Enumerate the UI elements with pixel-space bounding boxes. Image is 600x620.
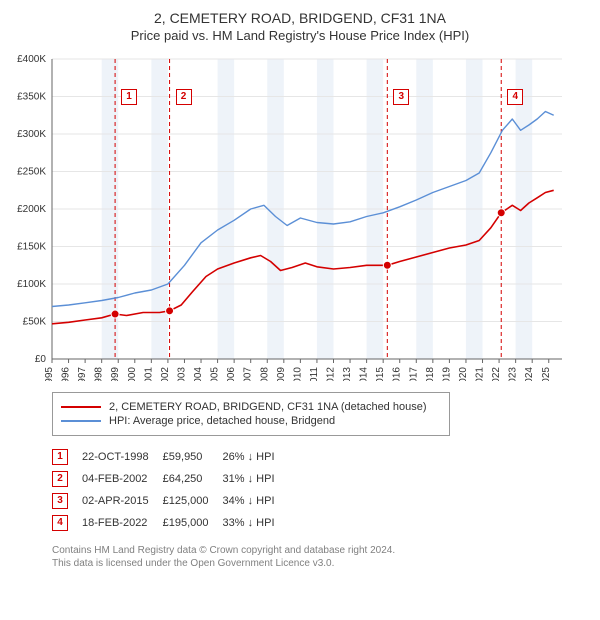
svg-text:2015: 2015 [375,367,386,381]
svg-text:1996: 1996 [61,367,72,381]
legend-row: 2, CEMETERY ROAD, BRIDGEND, CF31 1NA (de… [61,401,441,413]
svg-text:2022: 2022 [491,367,502,381]
sale-date: 22-OCT-1998 [82,446,163,468]
legend-label: HPI: Average price, detached house, Brid… [109,415,335,427]
svg-text:2019: 2019 [441,367,452,381]
svg-text:2003: 2003 [176,367,187,381]
legend-swatch [61,406,101,408]
svg-text:£50K: £50K [23,317,47,328]
svg-text:2016: 2016 [392,367,403,381]
sale-marker-4: 4 [507,89,523,105]
sale-marker-1: 1 [121,89,137,105]
svg-text:£300K: £300K [17,129,46,140]
svg-text:£150K: £150K [17,242,46,253]
legend-row: HPI: Average price, detached house, Brid… [61,415,441,427]
svg-text:2005: 2005 [210,367,221,381]
svg-text:2008: 2008 [259,367,270,381]
sale-marker-cell: 1 [52,446,82,468]
svg-text:2023: 2023 [508,367,519,381]
svg-text:£100K: £100K [17,279,46,290]
svg-text:2012: 2012 [325,367,336,381]
svg-text:£250K: £250K [17,167,46,178]
svg-text:2011: 2011 [309,367,320,381]
address-title: 2, CEMETERY ROAD, BRIDGEND, CF31 1NA [10,10,590,26]
svg-text:1995: 1995 [44,367,55,381]
svg-text:2025: 2025 [541,367,552,381]
legend-swatch [61,420,101,422]
svg-text:2000: 2000 [127,367,138,381]
sale-marker-cell: 4 [52,512,82,534]
svg-text:£0: £0 [35,354,47,365]
sale-marker-icon: 3 [52,493,68,509]
svg-text:2010: 2010 [292,367,303,381]
svg-text:2013: 2013 [342,367,353,381]
sale-row: 2 04-FEB-2002£64,25031% ↓ HPI [52,468,289,490]
svg-text:2017: 2017 [408,367,419,381]
sale-date: 02-APR-2015 [82,490,163,512]
sale-marker-3: 3 [393,89,409,105]
svg-text:2002: 2002 [160,367,171,381]
sale-row: 4 18-FEB-2022£195,00033% ↓ HPI [52,512,289,534]
sale-vs-hpi: 26% ↓ HPI [223,446,289,468]
chart-legend: 2, CEMETERY ROAD, BRIDGEND, CF31 1NA (de… [52,392,450,436]
sale-price: £59,950 [163,446,223,468]
sale-vs-hpi: 34% ↓ HPI [223,490,289,512]
sale-marker-2: 2 [176,89,192,105]
svg-text:£350K: £350K [17,92,46,103]
sale-marker-cell: 2 [52,468,82,490]
sale-price: £195,000 [163,512,223,534]
svg-text:£200K: £200K [17,204,46,215]
price-chart: £0 £50K £100K £150K £200K £250K £300K £350K £400… [10,51,570,381]
legend-label: 2, CEMETERY ROAD, BRIDGEND, CF31 1NA (de… [109,401,427,413]
svg-text:£400K: £400K [17,54,46,65]
svg-text:1999: 1999 [110,367,121,381]
svg-text:2007: 2007 [243,367,254,381]
svg-text:1997: 1997 [77,367,88,381]
sale-marker-icon: 4 [52,515,68,531]
svg-text:2024: 2024 [524,367,535,381]
chart-container: £0 £50K £100K £150K £200K £250K £300K £350K £400… [10,51,590,384]
sale-date: 04-FEB-2002 [82,468,163,490]
svg-text:2006: 2006 [226,367,237,381]
svg-text:1998: 1998 [94,367,105,381]
sale-vs-hpi: 33% ↓ HPI [223,512,289,534]
attribution-footer: Contains HM Land Registry data © Crown c… [52,544,590,570]
sale-row: 3 02-APR-2015£125,00034% ↓ HPI [52,490,289,512]
footer-line-1: Contains HM Land Registry data © Crown c… [52,544,590,557]
sale-price: £64,250 [163,468,223,490]
sale-price: £125,000 [163,490,223,512]
footer-line-2: This data is licensed under the Open Gov… [52,557,590,570]
chart-subtitle: Price paid vs. HM Land Registry's House … [10,28,590,43]
sale-marker-icon: 1 [52,449,68,465]
sale-vs-hpi: 31% ↓ HPI [223,468,289,490]
svg-text:2004: 2004 [193,367,204,381]
svg-text:2001: 2001 [143,367,154,381]
sale-row: 1 22-OCT-1998£59,95026% ↓ HPI [52,446,289,468]
svg-text:2014: 2014 [359,367,370,381]
svg-text:2021: 2021 [475,367,486,381]
sale-marker-cell: 3 [52,490,82,512]
svg-text:2020: 2020 [458,367,469,381]
sale-date: 18-FEB-2022 [82,512,163,534]
sales-table: 1 22-OCT-1998£59,95026% ↓ HPI 2 04-FEB-2002… [52,446,289,534]
svg-text:2018: 2018 [425,367,436,381]
sale-marker-icon: 2 [52,471,68,487]
svg-text:2009: 2009 [276,367,287,381]
